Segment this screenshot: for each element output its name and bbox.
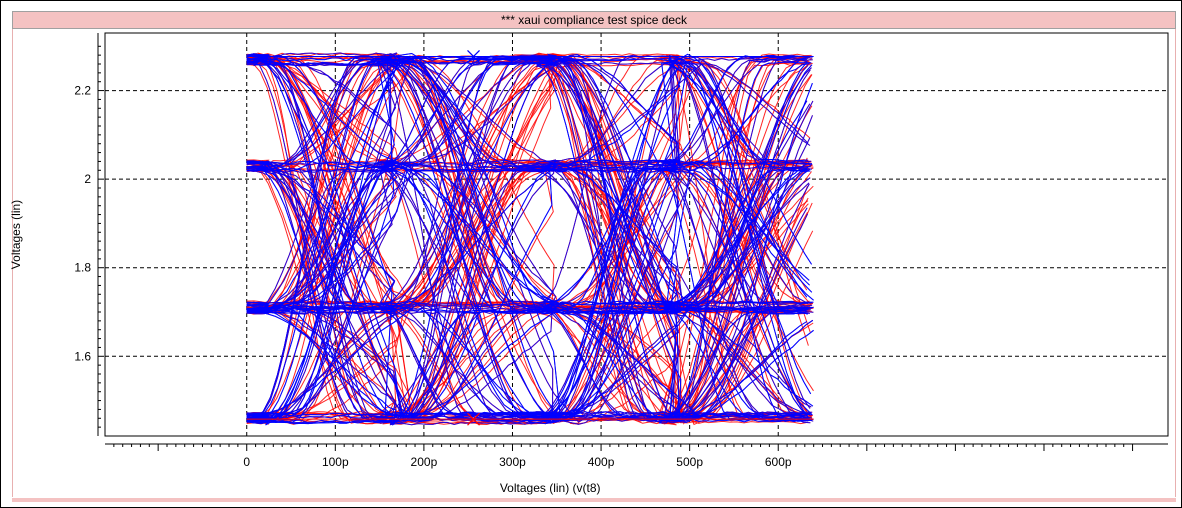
marker-x xyxy=(467,50,480,63)
eye-trace xyxy=(246,58,813,314)
eye-trace xyxy=(246,57,808,418)
eye-trace xyxy=(246,64,813,425)
eye-trace xyxy=(246,162,812,423)
eye-trace xyxy=(246,161,810,418)
markers xyxy=(467,50,480,426)
x-tick-label: 100p xyxy=(322,455,349,469)
x-axis: 0 100p 200p 300p 400p 500p 600p xyxy=(105,443,1168,469)
eye-trace xyxy=(246,58,813,417)
plot-title: *** xaui compliance test spice deck xyxy=(500,13,688,27)
eye-trace xyxy=(246,56,812,420)
eye-trace xyxy=(246,207,808,424)
eye-trace xyxy=(246,53,808,315)
eye-trace xyxy=(246,54,808,418)
plot-title-bar: *** xaui compliance test spice deck xyxy=(12,11,1176,29)
eye-trace xyxy=(246,163,813,421)
x-tick-label: 400p xyxy=(588,455,615,469)
eye-trace xyxy=(246,56,812,423)
y-tick-label: 2 xyxy=(84,172,91,186)
reference-lines xyxy=(246,55,814,420)
eye-trace xyxy=(246,57,809,421)
y-tick-label: 1.8 xyxy=(74,261,91,275)
y-tick-label: 2.2 xyxy=(74,84,91,98)
bottom-border xyxy=(12,498,1176,502)
eye-trace xyxy=(246,61,813,424)
eye-trace xyxy=(246,56,812,425)
marker-x xyxy=(467,412,480,426)
y-axis: 1.6 1.8 2 2.2 xyxy=(74,33,104,436)
eye-trace xyxy=(246,56,811,423)
eye-trace xyxy=(246,158,811,424)
eye-trace xyxy=(246,56,811,422)
eye-trace xyxy=(246,60,809,423)
eye-trace xyxy=(246,163,813,423)
x-tick-label: 0 xyxy=(243,455,250,469)
right-border xyxy=(1175,29,1176,497)
eye-trace xyxy=(246,158,813,314)
eye-trace xyxy=(246,55,813,426)
eye-trace xyxy=(246,165,814,421)
eye-trace xyxy=(246,160,808,423)
eye-trace xyxy=(246,161,812,421)
x-tick-label: 200p xyxy=(411,455,438,469)
eye-trace xyxy=(246,54,809,424)
eye-trace xyxy=(246,302,807,418)
eye-trace xyxy=(246,54,809,423)
eye-trace xyxy=(246,161,809,422)
eye-trace xyxy=(246,59,809,418)
eye-trace xyxy=(246,159,814,419)
plot-area xyxy=(104,32,1169,437)
left-border xyxy=(12,29,13,497)
eye-trace xyxy=(246,56,814,311)
eye-trace xyxy=(246,56,808,313)
x-axis-title: Voltages (lin) (v(t8) xyxy=(500,481,601,495)
eye-trace xyxy=(246,311,808,424)
x-tick-label: 300p xyxy=(499,455,526,469)
eye-trace xyxy=(246,56,813,422)
x-tick-label: 500p xyxy=(676,455,703,469)
eye-trace xyxy=(246,54,812,315)
eye-trace xyxy=(246,56,814,315)
eye-trace xyxy=(246,54,810,424)
eye-trace xyxy=(246,162,813,425)
eye-trace xyxy=(246,64,811,420)
y-tick-label: 1.6 xyxy=(74,349,91,363)
x-tick-label: 600p xyxy=(765,455,792,469)
eye-trace xyxy=(246,58,808,417)
y-axis-title: Voltages (lin) xyxy=(9,200,23,269)
eye-trace xyxy=(246,57,807,315)
eye-trace xyxy=(246,54,814,422)
eye-trace xyxy=(246,63,810,420)
eye-trace xyxy=(246,54,814,422)
eye-trace xyxy=(246,159,813,313)
traces xyxy=(246,52,814,426)
